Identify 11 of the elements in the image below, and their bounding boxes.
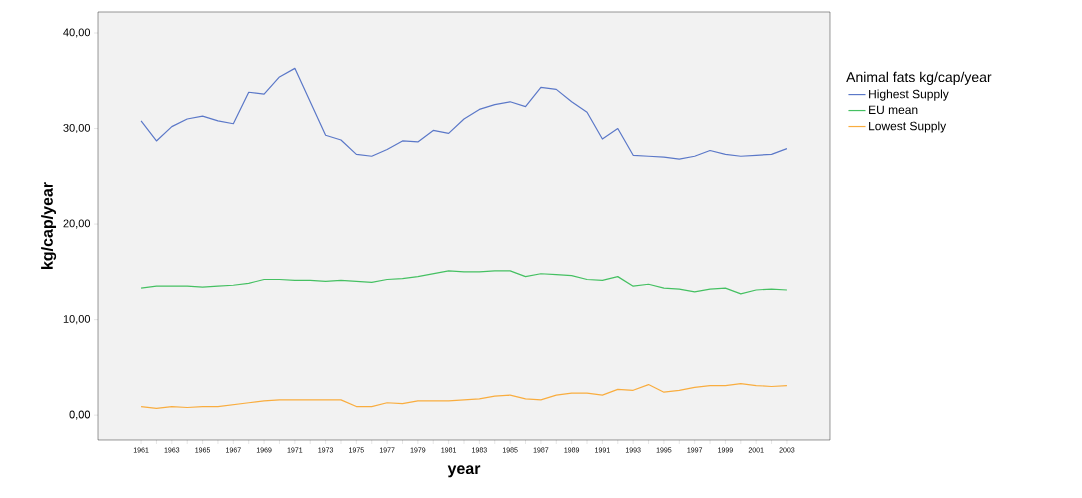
y-tick-label: 20,00 (63, 219, 91, 229)
legend-label: Highest Supply (869, 89, 949, 101)
y-tick-label: 10,00 (63, 315, 91, 325)
legend-label: Lowest Supply (869, 121, 947, 133)
y-axis-title: kg/cap/year (41, 182, 57, 269)
legend-label: EU mean (869, 105, 918, 115)
y-tick-label: 40,00 (63, 28, 91, 38)
x-axis-title: year (447, 465, 481, 478)
legend-title: Animal fats kg/cap/year (846, 71, 992, 85)
y-tick-label: 0,00 (69, 410, 91, 420)
y-tick-label: 30,00 (63, 124, 91, 134)
